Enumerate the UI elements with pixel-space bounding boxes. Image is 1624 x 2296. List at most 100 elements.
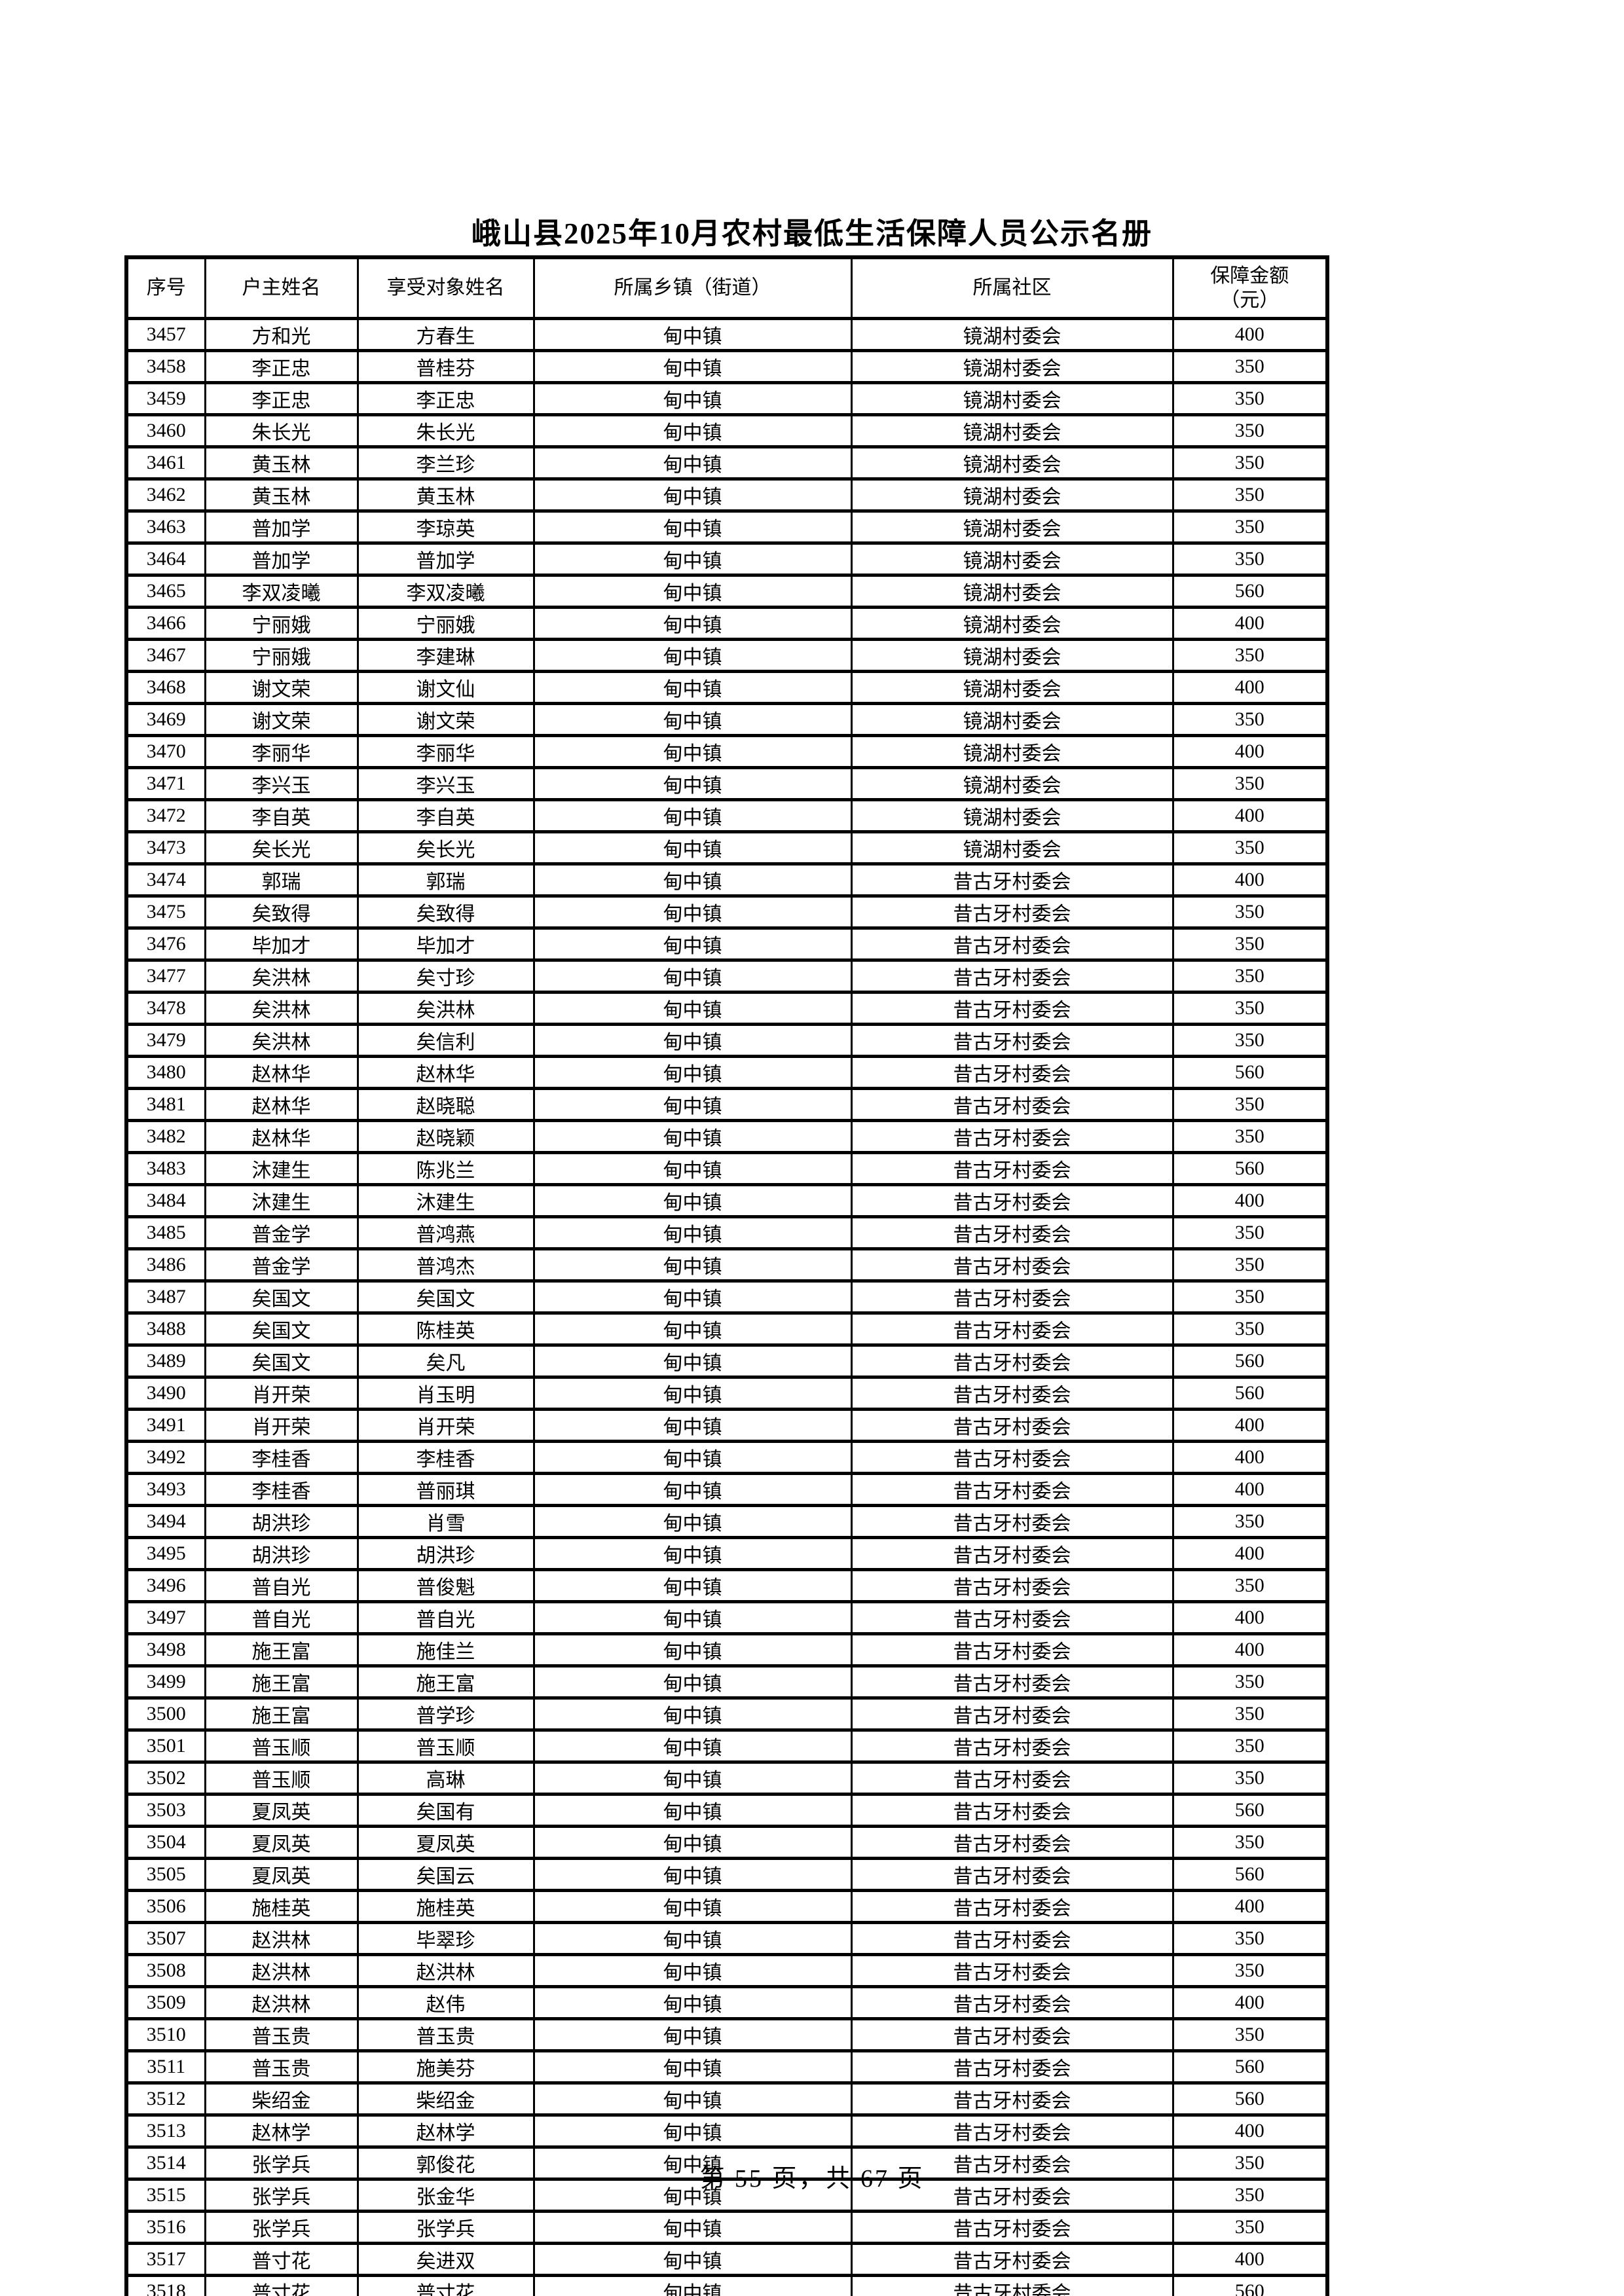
table-row: 3496 普自光 普俊魁 甸中镇 昔古牙村委会 350 [125, 1568, 1329, 1603]
cell-serial: 3496 [125, 1568, 206, 1603]
cell-community: 昔古牙村委会 [850, 1536, 1174, 1571]
cell-township: 甸中镇 [532, 926, 853, 962]
table-row: 3499 施王富 施王富 甸中镇 昔古牙村委会 350 [125, 1664, 1329, 1700]
cell-amount: 400 [1172, 862, 1329, 898]
cell-serial: 3475 [125, 894, 206, 930]
cell-household-name: 普玉贵 [204, 2049, 359, 2085]
cell-beneficiary-name: 赵林华 [356, 1055, 535, 1090]
cell-community: 昔古牙村委会 [850, 1600, 1174, 1635]
cell-beneficiary-name: 高琳 [356, 1760, 535, 1796]
cell-amount: 400 [1172, 1472, 1329, 1507]
table-row: 3487 矣国文 矣国文 甸中镇 昔古牙村委会 350 [125, 1279, 1329, 1315]
page-title: 峨山县2025年10月农村最低生活保障人员公示名册 [471, 217, 1153, 250]
cell-community: 昔古牙村委会 [850, 1023, 1174, 1058]
cell-serial: 3511 [125, 2049, 206, 2085]
cell-township: 甸中镇 [532, 1151, 853, 1186]
table-row: 3482 赵林华 赵晓颖 甸中镇 昔古牙村委会 350 [125, 1119, 1329, 1154]
cell-serial: 3516 [125, 2210, 206, 2245]
cell-beneficiary-name: 施佳兰 [356, 1632, 535, 1667]
cell-beneficiary-name: 肖玉明 [356, 1376, 535, 1411]
cell-community: 昔古牙村委会 [850, 2178, 1174, 2213]
cell-serial: 3477 [125, 958, 206, 994]
cell-household-name: 矣洪林 [204, 1023, 359, 1058]
cell-community: 昔古牙村委会 [850, 1760, 1174, 1796]
table-row: 3485 普金学 普鸿燕 甸中镇 昔古牙村委会 350 [125, 1215, 1329, 1250]
cell-beneficiary-name: 普自光 [356, 1600, 535, 1635]
cell-community: 昔古牙村委会 [850, 894, 1174, 930]
cell-community: 昔古牙村委会 [850, 1279, 1174, 1315]
cell-household-name: 谢文荣 [204, 702, 359, 737]
cell-township: 甸中镇 [532, 862, 853, 898]
cell-amount: 350 [1172, 1921, 1329, 1956]
cell-community: 昔古牙村委会 [850, 1664, 1174, 1700]
cell-household-name: 张学兵 [204, 2178, 359, 2213]
cell-amount: 350 [1172, 541, 1329, 577]
cell-serial: 3503 [125, 1793, 206, 1828]
cell-household-name: 普金学 [204, 1247, 359, 1283]
cell-beneficiary-name: 普玉顺 [356, 1728, 535, 1764]
cell-township: 甸中镇 [532, 2178, 853, 2213]
table-row: 3479 矣洪林 矣信利 甸中镇 昔古牙村委会 350 [125, 1023, 1329, 1058]
cell-township: 甸中镇 [532, 2145, 853, 2181]
cell-household-name: 普玉顺 [204, 1760, 359, 1796]
table-row: 3506 施桂英 施桂英 甸中镇 昔古牙村委会 400 [125, 1889, 1329, 1924]
cell-community: 昔古牙村委会 [850, 2017, 1174, 2052]
table-row: 3509 赵洪林 赵伟 甸中镇 昔古牙村委会 400 [125, 1985, 1329, 2020]
cell-household-name: 普寸花 [204, 2274, 359, 2296]
cell-community: 镜湖村委会 [850, 349, 1174, 384]
cell-serial: 3468 [125, 670, 206, 705]
cell-community: 镜湖村委会 [850, 381, 1174, 416]
table-row: 3481 赵林华 赵晓聪 甸中镇 昔古牙村委会 350 [125, 1087, 1329, 1122]
cell-township: 甸中镇 [532, 1023, 853, 1058]
table-row: 3477 矣洪林 矣寸珍 甸中镇 昔古牙村委会 350 [125, 958, 1329, 994]
cell-beneficiary-name: 李桂香 [356, 1440, 535, 1475]
table-row: 3503 夏凤英 矣国有 甸中镇 昔古牙村委会 560 [125, 1793, 1329, 1828]
cell-serial: 3472 [125, 798, 206, 833]
roster-table-header: 序号 户主姓名 享受对象姓名 所属乡镇（街道） 所属社区 保障金额 （元） [125, 255, 1329, 320]
cell-household-name: 肖开荣 [204, 1376, 359, 1411]
cell-beneficiary-name: 矣国云 [356, 1857, 535, 1892]
cell-township: 甸中镇 [532, 991, 853, 1026]
cell-beneficiary-name: 赵晓颖 [356, 1119, 535, 1154]
cell-serial: 3466 [125, 606, 206, 641]
cell-township: 甸中镇 [532, 1696, 853, 1732]
cell-community: 昔古牙村委会 [850, 1921, 1174, 1956]
cell-amount: 350 [1172, 477, 1329, 513]
table-row: 3510 普玉贵 普玉贵 甸中镇 昔古牙村委会 350 [125, 2017, 1329, 2052]
cell-beneficiary-name: 矣国文 [356, 1279, 535, 1315]
table-row: 3457 方和光 方春生 甸中镇 镜湖村委会 400 [125, 317, 1329, 352]
cell-community: 昔古牙村委会 [850, 2081, 1174, 2117]
table-row: 3498 施王富 施佳兰 甸中镇 昔古牙村委会 400 [125, 1632, 1329, 1667]
table-row: 3518 普寸花 普寸花 甸中镇 昔古牙村委会 560 [125, 2274, 1329, 2296]
cell-serial: 3498 [125, 1632, 206, 1667]
table-row: 3469 谢文荣 谢文荣 甸中镇 镜湖村委会 350 [125, 702, 1329, 737]
cell-serial: 3457 [125, 317, 206, 352]
cell-serial: 3484 [125, 1183, 206, 1218]
cell-amount: 400 [1172, 606, 1329, 641]
table-row: 3471 李兴玉 李兴玉 甸中镇 镜湖村委会 350 [125, 766, 1329, 801]
cell-serial: 3490 [125, 1376, 206, 1411]
table-row: 3478 矣洪林 矣洪林 甸中镇 昔古牙村委会 350 [125, 991, 1329, 1026]
cell-amount: 400 [1172, 1600, 1329, 1635]
cell-household-name: 李双凌曦 [204, 574, 359, 609]
table-row: 3505 夏凤英 矣国云 甸中镇 昔古牙村委会 560 [125, 1857, 1329, 1892]
table-row: 3491 肖开荣 肖开荣 甸中镇 昔古牙村委会 400 [125, 1408, 1329, 1443]
cell-community: 镜湖村委会 [850, 670, 1174, 705]
cell-amount: 350 [1172, 1825, 1329, 1860]
cell-township: 甸中镇 [532, 317, 853, 352]
cell-community: 昔古牙村委会 [850, 2274, 1174, 2296]
cell-beneficiary-name: 李建琳 [356, 638, 535, 673]
cell-serial: 3499 [125, 1664, 206, 1700]
cell-beneficiary-name: 施王富 [356, 1664, 535, 1700]
cell-community: 昔古牙村委会 [850, 1215, 1174, 1250]
cell-beneficiary-name: 矣国有 [356, 1793, 535, 1828]
cell-amount: 560 [1172, 1151, 1329, 1186]
table-row: 3489 矣国文 矣凡 甸中镇 昔古牙村委会 560 [125, 1343, 1329, 1379]
cell-serial: 3500 [125, 1696, 206, 1732]
cell-serial: 3502 [125, 1760, 206, 1796]
cell-serial: 3488 [125, 1311, 206, 1347]
cell-beneficiary-name: 李琼英 [356, 509, 535, 545]
cell-community: 镜湖村委会 [850, 477, 1174, 513]
cell-beneficiary-name: 郭俊花 [356, 2145, 535, 2181]
cell-serial: 3491 [125, 1408, 206, 1443]
